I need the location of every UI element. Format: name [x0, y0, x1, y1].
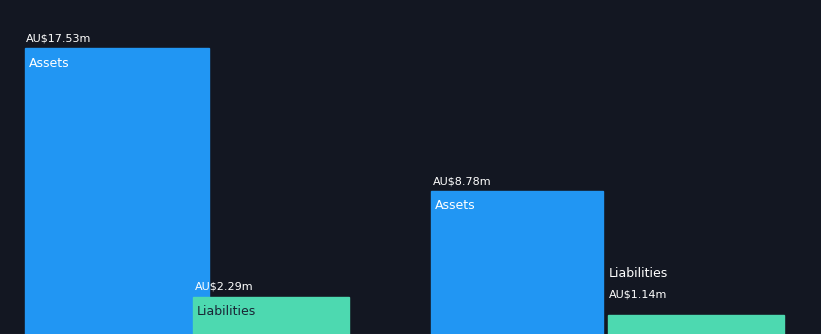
- Text: AU$1.14m: AU$1.14m: [609, 289, 667, 299]
- Bar: [193, 297, 349, 334]
- Text: Assets: Assets: [435, 199, 475, 212]
- Text: Assets: Assets: [29, 56, 69, 69]
- Text: Liabilities: Liabilities: [609, 267, 668, 280]
- Bar: [25, 48, 209, 334]
- Text: AU$2.29m: AU$2.29m: [195, 282, 253, 292]
- Bar: [431, 191, 603, 334]
- Text: AU$8.78m: AU$8.78m: [433, 176, 491, 186]
- Text: AU$17.53m: AU$17.53m: [26, 33, 92, 43]
- Bar: [608, 315, 784, 334]
- Text: Liabilities: Liabilities: [197, 305, 256, 318]
